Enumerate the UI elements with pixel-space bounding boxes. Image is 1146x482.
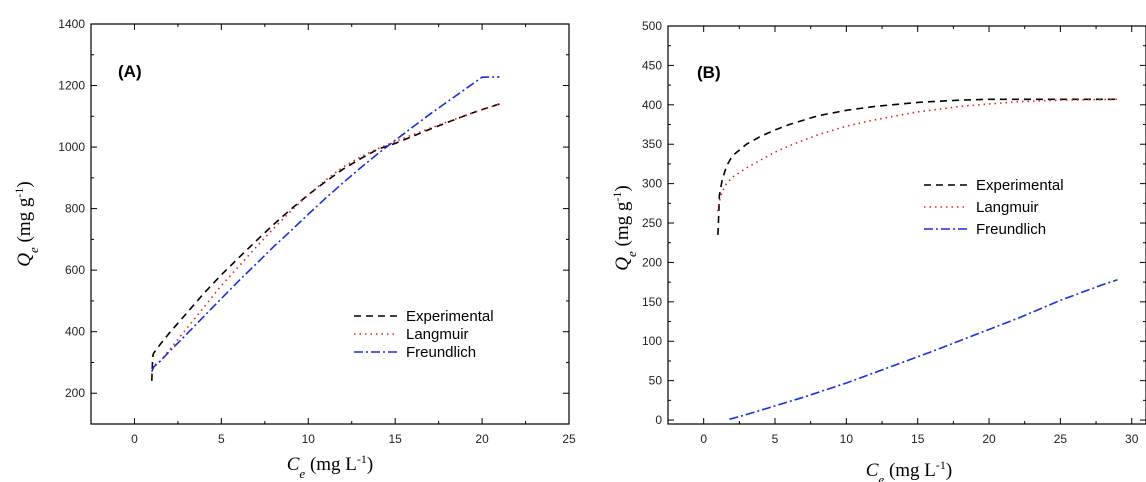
series-line-experimental-b bbox=[717, 98, 1118, 235]
legend-label-langmuir: Langmuir bbox=[406, 326, 469, 343]
x-tick-label: 20 bbox=[475, 432, 489, 446]
panel-label-b: (B) bbox=[697, 63, 721, 82]
x-tick-label: 10 bbox=[302, 432, 316, 446]
y-tick-label: 1000 bbox=[58, 140, 85, 154]
y-tick-label: 600 bbox=[65, 263, 85, 277]
y-tick-label: 1200 bbox=[58, 79, 85, 93]
x-axis-label-b: Ce (mg L-1) bbox=[866, 458, 953, 482]
y-tick-label: 400 bbox=[642, 98, 662, 112]
x-axis-label-a-variable: C bbox=[287, 454, 300, 475]
y-tick-label: 450 bbox=[642, 58, 662, 72]
legend-label-experimental: Experimental bbox=[976, 177, 1064, 194]
x-tick-label: 25 bbox=[1054, 432, 1068, 446]
y-tick-label: 200 bbox=[65, 386, 85, 400]
y-axis-label-a-variable: Q bbox=[14, 253, 35, 267]
x-tick-label: 0 bbox=[700, 432, 707, 446]
chart-panel-a: 0 5 10 15 20 25 200 400 600 800 1000 1200 1400 Experi… bbox=[12, 17, 576, 481]
x-tick-label: 25 bbox=[562, 432, 576, 446]
series-line-langmuir-a bbox=[151, 103, 500, 375]
series-line-freundlich-b bbox=[729, 279, 1118, 421]
y-tick-label: 800 bbox=[65, 202, 85, 216]
x-tick-label: 20 bbox=[982, 432, 996, 446]
plot-frame-b bbox=[667, 25, 1146, 425]
y-tick-label: 50 bbox=[649, 374, 663, 388]
legend-b: Experimental Langmuir Freundlich bbox=[924, 177, 1064, 238]
x-tick-label: 5 bbox=[218, 432, 225, 446]
x-tick-label: 5 bbox=[772, 432, 779, 446]
legend-label-freundlich: Freundlich bbox=[976, 221, 1046, 238]
x-tick-label: 15 bbox=[389, 432, 403, 446]
x-tick-label: 0 bbox=[131, 432, 138, 446]
legend-label-experimental: Experimental bbox=[406, 308, 494, 325]
x-axis-label-a: Ce (mg L-1) bbox=[287, 452, 374, 481]
y-tick-label: 250 bbox=[642, 216, 662, 230]
legend-label-langmuir: Langmuir bbox=[976, 199, 1039, 216]
series-line-experimental-a bbox=[151, 103, 500, 381]
y-axis-label-b: Qe (mg g-1) bbox=[610, 185, 639, 270]
y-tick-label: 0 bbox=[655, 413, 662, 427]
series-line-freundlich-a bbox=[151, 76, 500, 372]
x-tick-label: 15 bbox=[911, 432, 925, 446]
y-tick-label: 150 bbox=[642, 295, 662, 309]
y-tick-label: 200 bbox=[642, 255, 662, 269]
y-tick-label: 500 bbox=[642, 19, 662, 33]
series-line-langmuir-b bbox=[717, 98, 1118, 212]
chart-panel-b: 0 5 10 15 20 25 300501001502002503003504004505… bbox=[610, 19, 1146, 482]
x-tick-label: 30 bbox=[1125, 432, 1139, 446]
legend-label-freundlich: Freundlich bbox=[406, 344, 476, 361]
x-tick-label: 10 bbox=[840, 432, 854, 446]
panel-label-a: (A) bbox=[118, 62, 142, 81]
y-tick-label: 300 bbox=[642, 177, 662, 191]
x-axis-label-b-variable: C bbox=[866, 460, 879, 481]
y-tick-label: 1400 bbox=[58, 17, 85, 31]
y-axis-label-a: Qe (mg g-1) bbox=[12, 181, 41, 266]
y-tick-label: 400 bbox=[65, 325, 85, 339]
plot-frame-a bbox=[90, 23, 570, 425]
y-tick-label: 350 bbox=[642, 137, 662, 151]
y-axis-label-b-variable: Q bbox=[612, 257, 633, 271]
y-tick-label: 100 bbox=[642, 334, 662, 348]
